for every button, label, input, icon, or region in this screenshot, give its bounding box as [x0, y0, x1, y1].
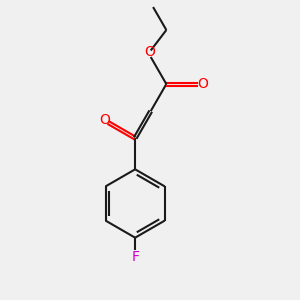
Text: O: O [144, 45, 155, 59]
Text: O: O [197, 77, 208, 91]
Text: F: F [131, 250, 139, 264]
Text: O: O [99, 113, 110, 127]
